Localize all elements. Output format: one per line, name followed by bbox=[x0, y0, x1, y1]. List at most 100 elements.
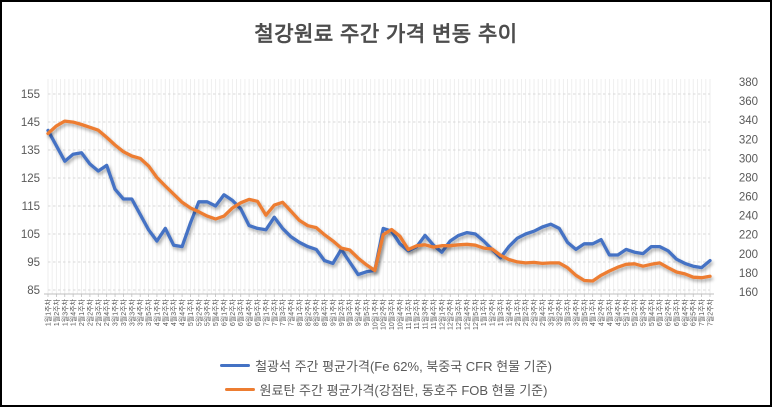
y-axis-right-label: 180 bbox=[739, 268, 758, 280]
x-axis-label: 2월1주차 bbox=[513, 298, 522, 326]
x-axis-label: 4월4주차 bbox=[613, 298, 622, 326]
x-axis-label: 5월3주차 bbox=[203, 298, 212, 326]
x-axis-label: 6월1주차 bbox=[655, 298, 664, 326]
x-axis-label: 7월1주차 bbox=[261, 298, 270, 326]
x-axis-label: 3월3주차 bbox=[563, 298, 572, 326]
x-axis-label: 3월5주차 bbox=[144, 298, 153, 326]
x-axis-label: 3월4주차 bbox=[136, 298, 145, 326]
legend-line-marker-icon bbox=[224, 387, 255, 392]
y-axis-left-label: 85 bbox=[27, 285, 40, 297]
legend-item: 철광석 주간 평균가격(Fe 62%, 북중국 CFR 현물 기준) bbox=[220, 356, 552, 375]
x-axis-label: 2월4주차 bbox=[538, 298, 547, 326]
x-axis-label: 9월5주차 bbox=[362, 298, 371, 326]
series-lines bbox=[46, 119, 712, 283]
x-axis-label: 7월2주차 bbox=[270, 298, 279, 326]
y-axis-right-label: 380 bbox=[739, 77, 758, 89]
x-axis-label: 5월2주차 bbox=[630, 298, 639, 326]
x-axis-label: 7월3주차 bbox=[278, 298, 287, 326]
y-axis-left-label: 145 bbox=[21, 117, 40, 129]
y-axis-left-label: 125 bbox=[21, 173, 40, 185]
y-axis-right-label: 340 bbox=[739, 115, 758, 127]
x-axis-label: 8월4주차 bbox=[320, 298, 329, 326]
x-axis-label: 7월2주차 bbox=[706, 298, 715, 326]
x-axis-label: 6월5주차 bbox=[689, 298, 698, 326]
y-axis-right-label: 260 bbox=[739, 192, 758, 204]
x-axis-label: 6월3주차 bbox=[672, 298, 681, 326]
x-axis-label: 4월1주차 bbox=[588, 298, 597, 326]
chart-title: 철강원료 주간 가격 변동 추이 bbox=[254, 23, 518, 46]
x-axis-label: 9월3주차 bbox=[345, 298, 354, 326]
x-axis-label: 1월2주차 bbox=[488, 298, 497, 326]
x-axis-label: 2월1주차 bbox=[77, 298, 86, 326]
x-axis-label: 5월4주차 bbox=[211, 298, 220, 326]
y-axis-right-label: 280 bbox=[739, 172, 758, 184]
x-axis-label: 8월1주차 bbox=[295, 298, 304, 326]
x-axis-labels: 1월1주차 1월2주차 1월3주차 1월4주차 2월1주차 2월2주차 2월3주차 2월4주차… bbox=[44, 298, 715, 330]
y-axis-right-label: 200 bbox=[739, 249, 758, 261]
x-axis bbox=[44, 293, 714, 297]
x-axis-label: 12월5주차 bbox=[471, 298, 480, 330]
x-axis-label: 9월4주차 bbox=[354, 298, 363, 326]
y-axis-right-label: 320 bbox=[739, 134, 758, 146]
x-axis-label: 12월4주차 bbox=[462, 298, 471, 330]
x-axis-label: 5월1주차 bbox=[622, 298, 631, 326]
x-axis-label: 10월1주차 bbox=[370, 298, 379, 330]
x-axis-label: 10월2주차 bbox=[379, 298, 388, 330]
x-axis-label: 2월3주차 bbox=[530, 298, 539, 326]
x-axis-label: 11월3주차 bbox=[421, 298, 430, 329]
x-axis-label: 1월4주차 bbox=[69, 298, 78, 326]
legend-item: 원료탄 주간 평균가격(강점탄, 동호주 FOB 현물 기준) bbox=[224, 380, 547, 399]
series-line-coking-coal bbox=[46, 119, 712, 283]
horizontal-gridlines bbox=[48, 93, 710, 291]
x-axis-label: 7월1주차 bbox=[697, 298, 706, 326]
x-axis-label: 6월4주차 bbox=[680, 298, 689, 326]
x-axis-label: 11월2주차 bbox=[412, 298, 421, 329]
x-axis-label: 12월2주차 bbox=[446, 298, 455, 330]
x-axis-label: 4월3주차 bbox=[605, 298, 614, 326]
x-axis-label: 3월1주차 bbox=[111, 298, 120, 326]
x-axis-label: 12월1주차 bbox=[437, 298, 446, 330]
x-axis-label: 3월4주차 bbox=[571, 298, 580, 326]
x-axis-label: 2월2주차 bbox=[85, 298, 94, 326]
x-axis-label: 4월2주차 bbox=[161, 298, 170, 326]
x-axis-label: 6월5주차 bbox=[253, 298, 262, 326]
x-axis-label: 11월4주차 bbox=[429, 298, 438, 329]
x-axis-label: 4월4주차 bbox=[178, 298, 187, 326]
x-axis-label: 1월3주차 bbox=[496, 298, 505, 326]
vertical-gridlines bbox=[47, 79, 711, 294]
y-axis-left-label: 95 bbox=[27, 257, 40, 269]
x-axis-label: 6월1주차 bbox=[219, 298, 228, 326]
x-axis-label: 2월4주차 bbox=[102, 298, 111, 326]
y-axis-right-label: 240 bbox=[739, 211, 758, 223]
y-axis-right-label: 160 bbox=[739, 287, 758, 299]
legend: 철광석 주간 평균가격(Fe 62%, 북중국 CFR 현물 기준) 원료탄 주간… bbox=[2, 356, 770, 399]
x-axis-label: 6월4주차 bbox=[245, 298, 254, 326]
x-axis-label: 3월3주차 bbox=[127, 298, 136, 326]
x-axis-label: 4월1주차 bbox=[152, 298, 161, 326]
x-axis-label: 1월4주차 bbox=[504, 298, 513, 326]
x-axis-label: 3월2주차 bbox=[119, 298, 128, 326]
x-axis-label: 3월2주차 bbox=[555, 298, 564, 326]
y-axis-left-label: 155 bbox=[21, 89, 40, 101]
x-axis-label: 10월3주차 bbox=[387, 298, 396, 330]
y-axis-left-label: 105 bbox=[21, 229, 40, 241]
x-axis-label: 1월3주차 bbox=[60, 298, 69, 326]
y-axis-right-label: 300 bbox=[739, 153, 758, 165]
x-axis-label: 11월1주차 bbox=[404, 298, 413, 329]
x-axis-label: 5월2주차 bbox=[194, 298, 203, 326]
x-axis-label: 3월5주차 bbox=[580, 298, 589, 326]
x-axis-label: 5월4주차 bbox=[647, 298, 656, 326]
x-axis-label: 2월2주차 bbox=[521, 298, 530, 326]
y-axis-left-label: 115 bbox=[22, 201, 40, 213]
y-axis-right-labels: 380 360 340 320 300 280 260 240 220 200 180 160 bbox=[739, 77, 758, 299]
x-axis-label: 5월1주차 bbox=[186, 298, 195, 326]
y-axis-right-label: 220 bbox=[739, 230, 758, 242]
x-axis-label: 6월3주차 bbox=[236, 298, 245, 326]
legend-line-marker-icon bbox=[220, 363, 251, 368]
x-axis-label: 5월3주차 bbox=[638, 298, 647, 326]
x-axis-label: 9월2주차 bbox=[337, 298, 346, 326]
legend-label: 철광석 주간 평균가격(Fe 62%, 북중국 CFR 현물 기준) bbox=[255, 359, 552, 374]
x-axis-label: 4월2주차 bbox=[597, 298, 606, 326]
